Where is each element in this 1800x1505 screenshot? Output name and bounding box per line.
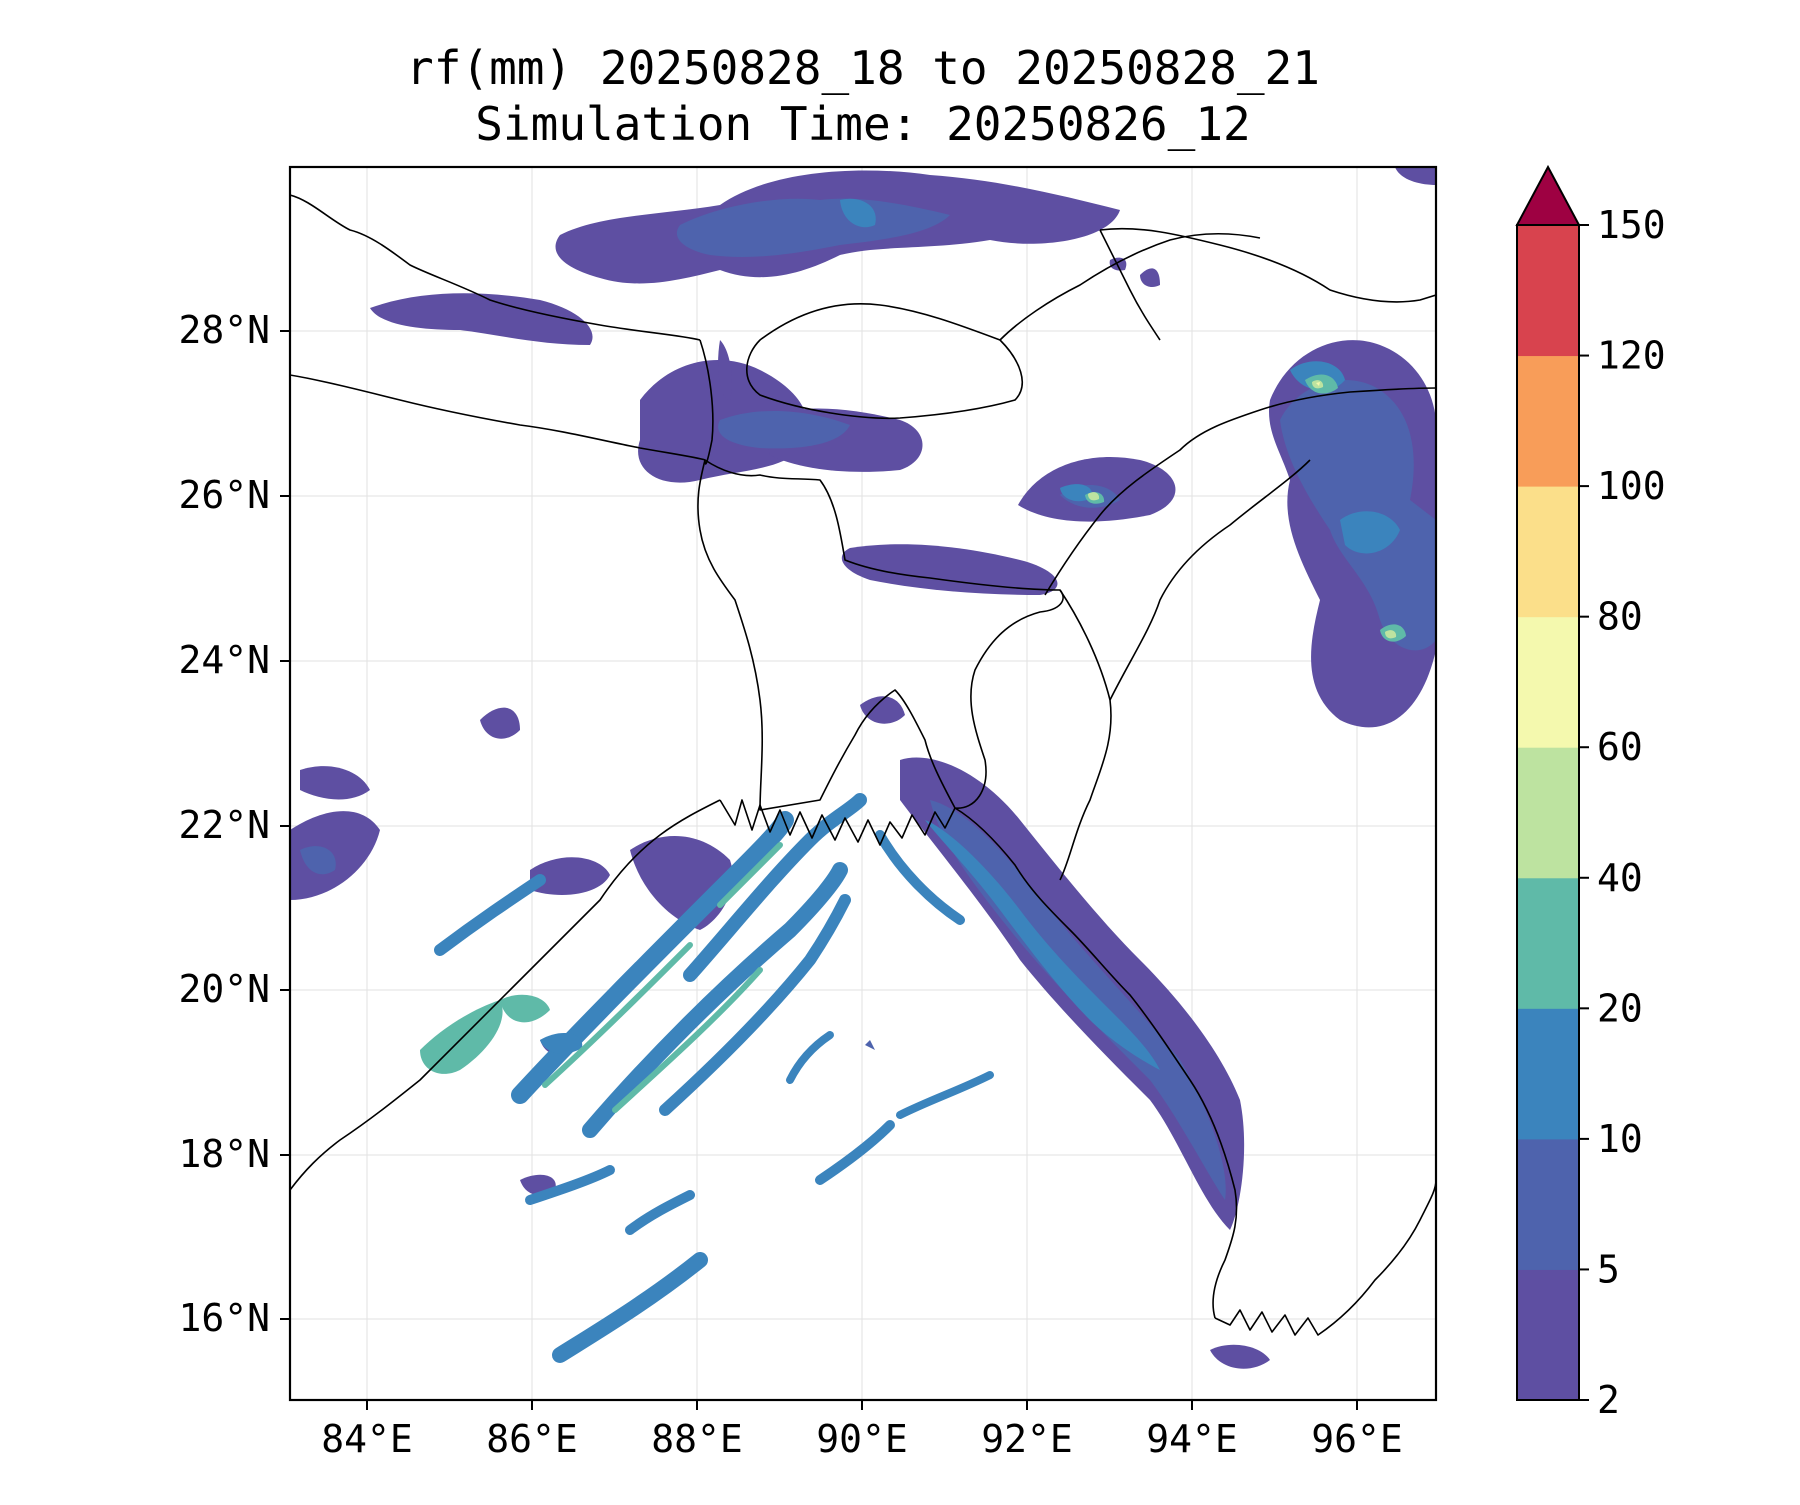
lat-tick-label: 18°N xyxy=(178,1132,270,1176)
colorbar-tick-label: 60 xyxy=(1597,725,1643,769)
lat-tick-label: 16°N xyxy=(178,1296,270,1340)
colorbar-tick-label: 100 xyxy=(1597,464,1666,508)
colorbar-band xyxy=(1517,225,1579,357)
lon-tick-label: 92°E xyxy=(981,1417,1073,1461)
colorbar-band xyxy=(1517,1008,1579,1140)
lon-tick-label: 90°E xyxy=(816,1417,908,1461)
colorbar-band xyxy=(1517,1269,1579,1401)
lon-tick-labels: 84°E 86°E 88°E 90°E 92°E 94°E 96°E xyxy=(321,1417,1403,1461)
colorbar-band xyxy=(1517,747,1579,879)
colorbar-ticks: 2 5 10 20 40 60 80 100 120 150 xyxy=(1579,203,1666,1422)
coastlines-borders xyxy=(290,194,1436,1336)
lat-tick-label: 26°N xyxy=(178,473,270,517)
colorbar-band xyxy=(1517,1138,1579,1270)
lat-tick-label: 22°N xyxy=(178,803,270,847)
colorbar-tick-label: 5 xyxy=(1597,1247,1620,1291)
colorbar: 2 5 10 20 40 60 80 100 120 150 xyxy=(1515,164,1666,1422)
colorbar-tick-label: 150 xyxy=(1597,203,1666,247)
colorbar-tick-label: 120 xyxy=(1597,334,1666,378)
lat-tick-label: 24°N xyxy=(178,638,270,682)
colorbar-tick-label: 40 xyxy=(1597,856,1643,900)
rainfall-40-80mm-layer xyxy=(1088,380,1397,639)
lat-tick-label: 20°N xyxy=(178,967,270,1011)
colorbar-band xyxy=(1517,877,1579,1009)
lon-tick-label: 86°E xyxy=(486,1417,578,1461)
title-line-2: Simulation Time: 20250826_12 xyxy=(475,97,1250,151)
lon-tick-label: 94°E xyxy=(1146,1417,1238,1461)
lon-tick-label: 96°E xyxy=(1311,1417,1403,1461)
lon-tick-label: 84°E xyxy=(321,1417,413,1461)
colorbar-tick-label: 20 xyxy=(1597,986,1643,1030)
map-background xyxy=(290,167,1436,1400)
colorbar-bands xyxy=(1517,225,1579,1401)
colorbar-tick-label: 10 xyxy=(1597,1117,1643,1161)
colorbar-tick-label: 80 xyxy=(1597,595,1643,639)
lat-tick-labels: 28°N 26°N 24°N 22°N 20°N 18°N 16°N xyxy=(178,308,270,1340)
lon-tick-label: 88°E xyxy=(651,1417,743,1461)
title-line-1: rf(mm) 20250828_18 to 20250828_21 xyxy=(406,41,1320,95)
colorbar-band xyxy=(1517,486,1579,618)
map-panel xyxy=(288,165,1438,1402)
axis-tick-marks xyxy=(280,330,1358,1410)
colorbar-tick-label: 2 xyxy=(1597,1378,1620,1422)
colorbar-band xyxy=(1517,616,1579,748)
colorbar-band xyxy=(1517,355,1579,487)
colorbar-frame xyxy=(1516,224,1580,1401)
colorbar-extend-arrow xyxy=(1515,164,1581,226)
rainfall-10-20mm-layer xyxy=(434,198,1400,1363)
lat-tick-label: 28°N xyxy=(178,308,270,352)
